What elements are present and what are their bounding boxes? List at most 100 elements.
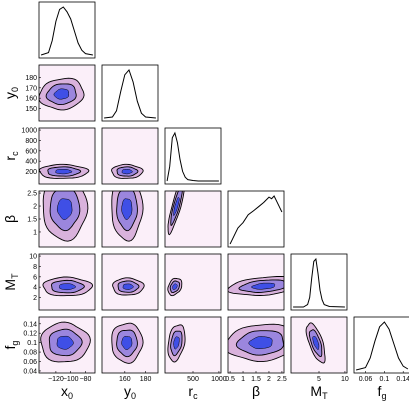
y-tick-label: 0.06	[23, 359, 37, 366]
contour-group	[112, 277, 145, 296]
contour-level-1sigma	[312, 336, 320, 350]
marginal-panel-1	[101, 64, 159, 122]
contour-level-1sigma	[58, 283, 76, 291]
y-axis-label: rc	[2, 151, 20, 161]
y-tick-label: 1	[33, 229, 37, 236]
contour-group	[167, 191, 185, 236]
x-tick-label: 160	[119, 376, 131, 383]
contour-group	[305, 322, 326, 364]
panel-frame	[101, 253, 159, 311]
y-tick-label: 0.12	[23, 331, 37, 338]
marginal-curve	[355, 321, 409, 371]
panel-frame	[164, 190, 222, 248]
x-tick-label: −100	[63, 376, 79, 383]
y-tick-label: 400	[25, 159, 37, 166]
pair-panel-2-0	[38, 127, 96, 185]
pair-panel-5-3	[227, 316, 285, 374]
contour-group	[42, 276, 94, 297]
x-tick-label: 2.5	[277, 376, 287, 383]
marginal-frame	[353, 316, 409, 374]
y-tick-label: 1000	[21, 128, 37, 135]
y-tick-label: 2	[33, 295, 37, 302]
contour-group	[42, 191, 89, 242]
y-axis-label: β	[2, 215, 18, 223]
contour-level-1sigma	[172, 283, 178, 290]
x-tick-label: 0.06	[359, 376, 373, 383]
panel-frame	[101, 316, 159, 374]
contour-level-1sigma	[55, 169, 73, 175]
x-axis-label: fg	[378, 383, 387, 401]
contour-level-1sigma	[122, 283, 134, 290]
pair-panel-4-2	[164, 253, 222, 311]
panel-frame	[101, 127, 159, 185]
x-tick-label: 0.14	[396, 376, 409, 383]
contour-group	[111, 322, 144, 364]
x-tick-label: 5	[317, 376, 321, 383]
x-axis-label: x0	[61, 383, 73, 401]
x-tick-label: 2	[267, 376, 271, 383]
y-tick-label: 800	[25, 138, 37, 145]
x-tick-label: 10	[341, 376, 349, 383]
marginal-panel-4	[290, 253, 348, 311]
x-tick-label: 1	[241, 376, 245, 383]
panel-frame	[101, 190, 159, 248]
x-tick-label: 0.1	[379, 376, 389, 383]
contour-group	[111, 163, 144, 179]
marginal-panel-2	[164, 127, 222, 185]
x-tick-label: 0.5	[225, 376, 235, 383]
y-tick-label: 0.08	[23, 350, 37, 357]
x-axis-label: y0	[124, 383, 136, 401]
panel-frame	[227, 253, 285, 311]
pair-panel-3-1	[101, 190, 159, 248]
contour-level-1sigma	[121, 169, 133, 175]
contour-group	[167, 324, 186, 363]
contour-level-1sigma	[53, 88, 70, 100]
contour-group	[39, 77, 85, 111]
panel-frame	[38, 316, 96, 374]
x-tick-label: 180	[140, 376, 152, 383]
contour-level-1sigma	[121, 198, 133, 220]
x-tick-label: 1000	[211, 376, 227, 383]
x-axis-label: MT	[310, 383, 328, 401]
y-axis-label: MT	[2, 273, 20, 291]
pair-panel-5-1	[101, 316, 159, 374]
marginal-frame	[38, 1, 96, 59]
pair-panel-3-2	[164, 190, 222, 248]
contour-group	[111, 191, 144, 242]
y-axis-label: y0	[2, 87, 20, 99]
marginal-panel-0	[38, 1, 96, 59]
panel-frame	[38, 64, 96, 122]
x-tick-label: −80	[80, 376, 92, 383]
pair-panel-5-2	[164, 316, 222, 374]
y-tick-label: 0.04	[23, 368, 37, 375]
y-tick-label: 180	[25, 75, 37, 82]
marginal-curve	[229, 195, 283, 245]
marginal-frame	[164, 127, 222, 185]
contour-group	[228, 323, 284, 363]
y-tick-label: 160	[25, 96, 37, 103]
contour-level-1sigma	[248, 336, 273, 350]
x-axis-label: rc	[188, 383, 198, 401]
pair-panel-2-1	[101, 127, 159, 185]
x-tick-label: 500	[187, 376, 199, 383]
pair-panel-5-4	[290, 316, 348, 374]
contour-level-1sigma	[173, 197, 180, 217]
y-tick-label: 6	[33, 274, 37, 281]
y-tick-label: 2	[33, 204, 37, 211]
y-tick-label: 0.14	[23, 321, 37, 328]
y-tick-label: 600	[25, 148, 37, 155]
contour-level-1sigma	[56, 198, 73, 220]
y-tick-label: 150	[25, 106, 37, 113]
panel-frame	[164, 253, 222, 311]
contour-level-1sigma	[251, 282, 276, 290]
x-tick-label: 1.5	[251, 376, 261, 383]
pair-panel-1-0	[38, 64, 96, 122]
pair-panel-4-0	[38, 253, 96, 311]
pair-panel-4-1	[101, 253, 159, 311]
y-tick-label: 0.1	[27, 340, 37, 347]
panel-frame	[38, 127, 96, 185]
marginal-curve	[293, 257, 345, 308]
contour-level-1sigma	[121, 336, 133, 350]
marginal-frame	[227, 190, 285, 248]
